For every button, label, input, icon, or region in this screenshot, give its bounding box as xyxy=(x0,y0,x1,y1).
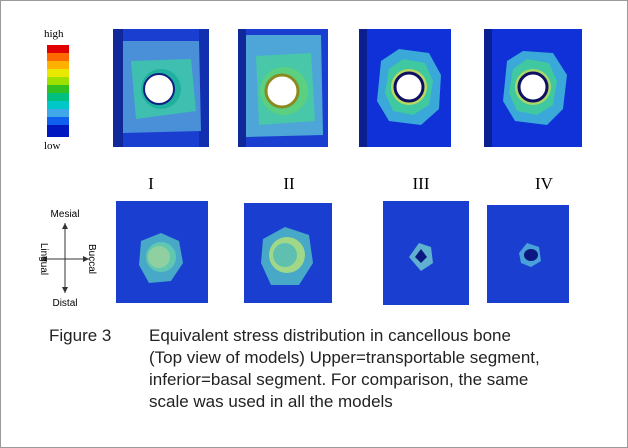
panel-label: II xyxy=(283,174,295,193)
legend-high: high xyxy=(44,28,64,40)
compass-label: Distal xyxy=(52,298,77,309)
bottom-panel xyxy=(244,203,332,303)
panel-label: III xyxy=(413,174,430,193)
top-panel xyxy=(113,29,209,147)
bottom-panel xyxy=(487,205,569,303)
legend-low: low xyxy=(44,140,61,152)
panel-label: IV xyxy=(535,174,554,193)
top-panel xyxy=(359,29,451,147)
caption-line: (Top view of models) Upper=transportable… xyxy=(149,347,540,369)
caption-label: Figure 3 xyxy=(49,325,111,347)
top-panel xyxy=(238,29,328,147)
panel-label: I xyxy=(148,174,154,193)
top-panel xyxy=(484,29,582,147)
bottom-panel xyxy=(383,201,469,305)
caption-line: scale was used in all the models xyxy=(149,391,393,413)
compass-label: Buccal xyxy=(86,244,97,274)
compass-label: Mesial xyxy=(51,209,80,220)
figure: high low I II III IV xyxy=(0,0,628,448)
caption-line: inferior=basal segment. For comparison, … xyxy=(149,369,528,391)
caption-line: Equivalent stress distribution in cancel… xyxy=(149,325,511,347)
color-bar xyxy=(47,45,69,137)
compass-label: Lingual xyxy=(38,243,49,275)
bottom-panel xyxy=(116,201,208,303)
